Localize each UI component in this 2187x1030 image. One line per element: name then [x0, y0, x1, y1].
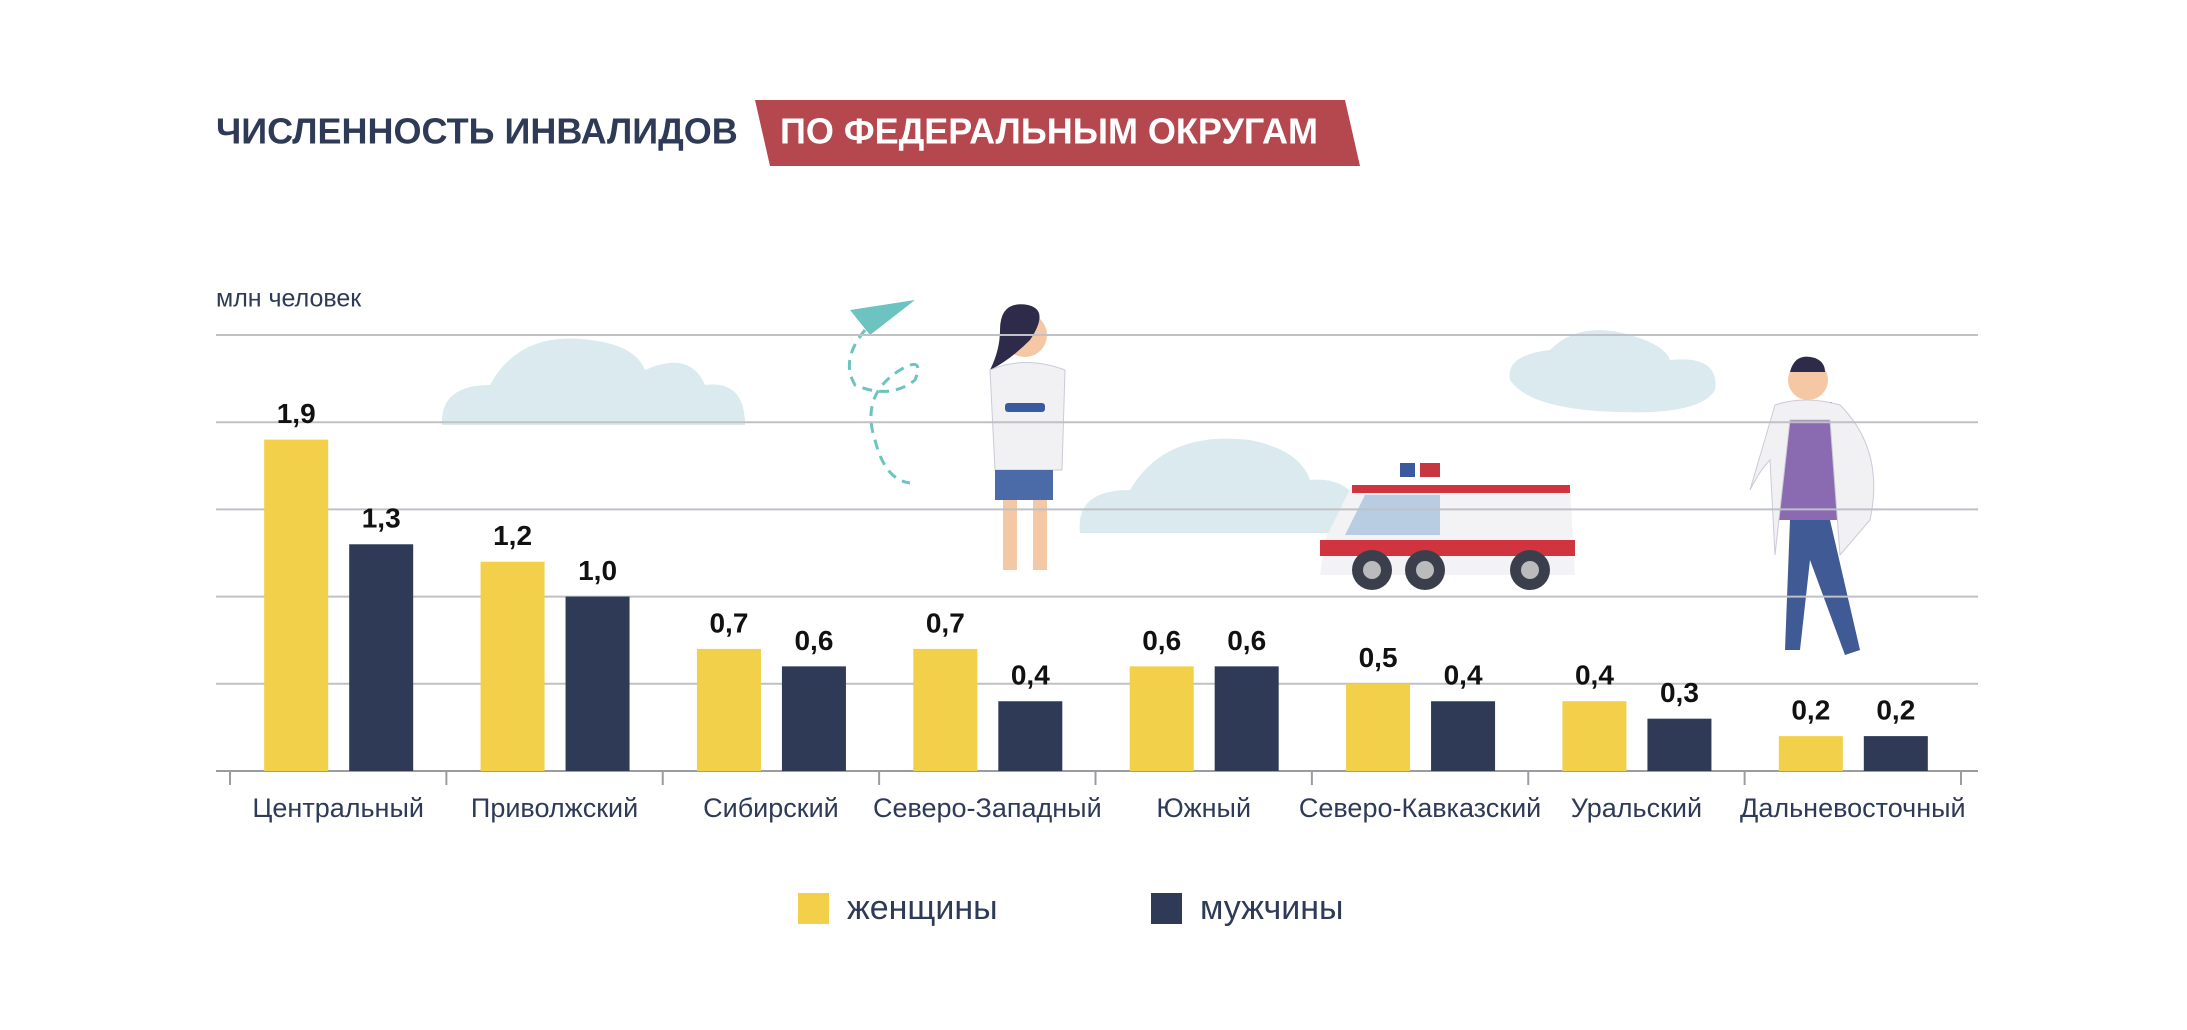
value-label: 0,4	[1575, 660, 1614, 691]
legend-label: женщины	[847, 889, 998, 927]
x-tick-label: Южный	[1156, 793, 1251, 823]
value-label: 1,9	[277, 398, 316, 429]
x-tick-label: Центральный	[252, 793, 424, 823]
bar	[1562, 701, 1627, 771]
value-label: 0,4	[1011, 660, 1050, 691]
x-tick-label: Северо-Западный	[873, 793, 1102, 823]
bar	[1778, 736, 1843, 771]
chart-subtitle: ПО ФЕДЕРАЛЬНЫМ ОКРУГАМ	[780, 111, 1318, 152]
value-label: 0,2	[1791, 695, 1830, 726]
bar	[480, 561, 545, 771]
legend-label: мужчины	[1200, 889, 1343, 927]
decoration	[1320, 463, 1575, 590]
title-banner	[755, 100, 1360, 166]
value-label: 0,6	[1142, 625, 1181, 656]
bar	[1129, 666, 1194, 771]
x-tick-label: Северо-Кавказский	[1299, 793, 1541, 823]
legend-swatch	[1151, 893, 1182, 924]
value-label: 1,0	[578, 555, 617, 586]
bar	[998, 701, 1063, 771]
value-label: 0,5	[1359, 642, 1398, 673]
y-axis-label: млн человек	[216, 285, 362, 313]
bar	[1431, 701, 1496, 771]
value-label: 0,2	[1876, 695, 1915, 726]
bar	[781, 666, 846, 771]
bar	[264, 439, 329, 771]
value-label: 0,7	[926, 607, 965, 638]
bar	[1214, 666, 1279, 771]
value-label: 0,6	[1227, 625, 1266, 656]
legend-swatch	[798, 893, 829, 924]
bar	[349, 544, 414, 771]
bar	[1863, 736, 1928, 771]
value-label: 1,3	[362, 503, 401, 534]
x-tick-label: Приволжский	[471, 793, 638, 823]
decoration	[989, 304, 1066, 570]
value-label: 0,6	[794, 625, 833, 656]
x-tick-label: Сибирский	[703, 793, 839, 823]
decoration	[847, 300, 920, 485]
value-label: 0,7	[709, 607, 748, 638]
bar	[1647, 718, 1712, 771]
x-tick-label: Дальневосточный	[1740, 793, 1966, 823]
bar	[1346, 683, 1411, 771]
value-label: 0,3	[1660, 677, 1699, 708]
bar	[913, 648, 978, 771]
value-label: 0,4	[1444, 660, 1483, 691]
value-label: 1,2	[493, 520, 532, 551]
chart-title: ЧИСЛЕННОСТЬ ИНВАЛИДОВ	[216, 111, 738, 152]
decoration	[1749, 356, 1875, 655]
bar	[565, 596, 630, 771]
x-tick-label: Уральский	[1571, 793, 1702, 823]
bar	[696, 648, 761, 771]
